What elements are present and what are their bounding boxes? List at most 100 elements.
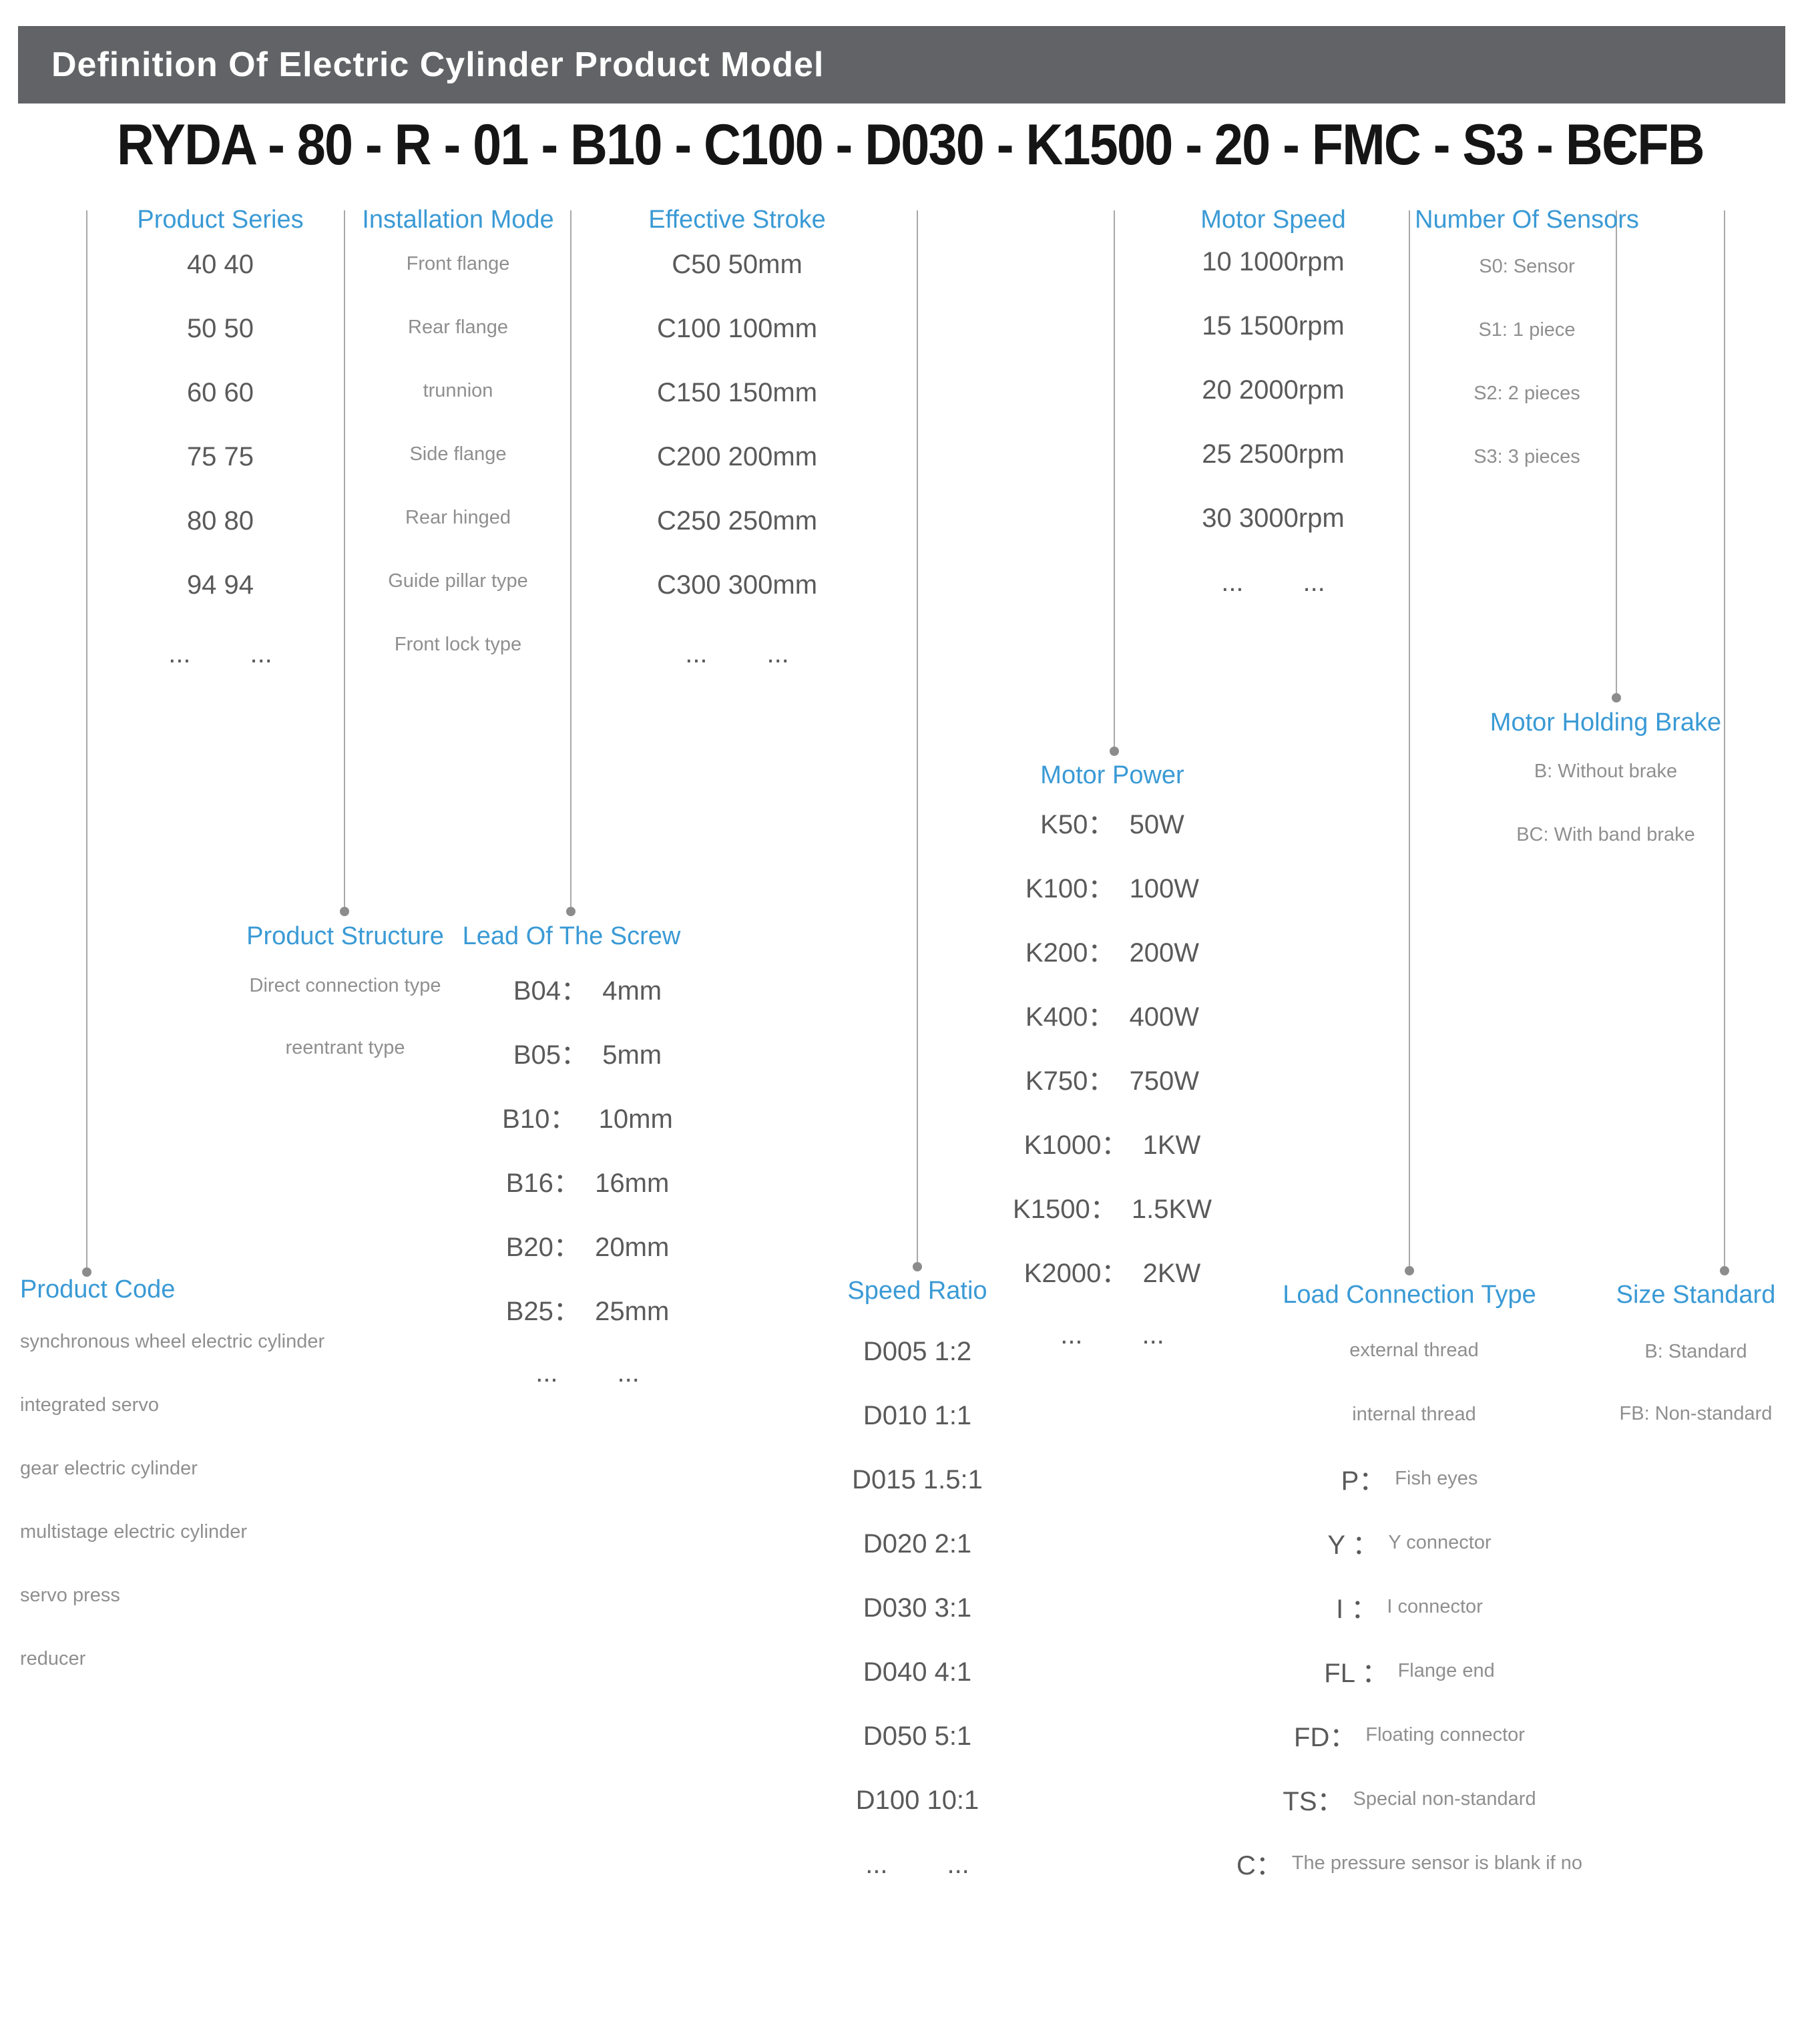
motor-holding-brake-list: B: Without brake BC: With band brake [1472,740,1739,867]
product-series-item: 60 60 [186,377,254,407]
effective-stroke-item: C150 150mm [656,377,818,407]
label-speed-ratio: Speed Ratio [847,1277,987,1305]
connector-dot-motor-power [1110,747,1119,756]
connector-dot-speed-ratio [913,1262,922,1271]
speed-ratio-item-ellipsis: ... ... [865,1849,969,1879]
load-connection-code: P： [1341,1466,1386,1496]
column-header-number-of-sensors: Number Of Sensors [1415,206,1639,234]
motor-power-list: K50： 50W K100： 100W K200： 200W K400： 400… [979,790,1246,1367]
model-code-text: RYDA - 80 - R - 01 - B10 - C100 - D030 -… [116,113,1705,177]
product-series-item: 75 75 [186,441,254,471]
label-product-structure: Product Structure [246,922,444,950]
load-connection-desc: internal thread [1352,1403,1476,1425]
number-of-sensors-item: S1: 1 piece [1478,319,1576,341]
motor-speed-item: 25 2500rpm [1202,439,1345,469]
model-code: RYDA - 80 - R - 01 - B10 - C100 - D030 -… [0,112,1820,178]
number-of-sensors-item: S2: 2 pieces [1473,383,1580,404]
lead-of-screw-item: B05： 5mm [513,1040,662,1070]
size-standard-list: B: Standard FB: Non-standard [1596,1321,1796,1445]
speed-ratio-item: D050 5:1 [863,1721,972,1751]
label-load-connection-type: Load Connection Type [1283,1281,1536,1309]
lead-of-screw-item: B20： 20mm [505,1233,670,1262]
motor-power-item: K400： 400W [1025,1002,1200,1032]
load-connection-code: FL ： [1324,1659,1389,1688]
speed-ratio-item: D015 1.5:1 [852,1464,983,1494]
installation-mode-list: Front flange Rear flange trunnion Side f… [341,232,575,676]
label-product-code: Product Code [20,1275,176,1303]
lead-of-screw-item: B10： 10mm [502,1104,673,1134]
lead-of-screw-item: B25： 25mm [505,1297,670,1326]
load-connection-desc: Special non-standard [1353,1788,1536,1810]
connector-line-speed-ratio [917,210,918,1262]
label-size-standard: Size Standard [1616,1281,1776,1309]
load-connection-desc: Y connector [1388,1531,1492,1553]
installation-mode-item: Side flange [409,443,507,465]
load-connection-item: C： The pressure sensor is blank if no [1236,1831,1582,1895]
speed-ratio-item: D010 1:1 [863,1400,972,1430]
column-header-product-series: Product Series [137,206,304,234]
speed-ratio-item: D005 1:2 [863,1336,972,1366]
product-code-item: gear electric cylinder [20,1458,198,1479]
load-connection-code: C： [1236,1851,1283,1880]
effective-stroke-item: C50 50mm [672,249,803,279]
load-connection-desc: The pressure sensor is blank if no [1291,1852,1583,1874]
motor-power-item: K2000： 2KW [1023,1259,1201,1288]
column-header-motor-speed: Motor Speed [1200,206,1346,234]
motor-power-item: K1000： 1KW [1023,1131,1201,1160]
speed-ratio-list: D005 1:2 D010 1:1 D015 1.5:1 D020 2:1 D0… [784,1319,1051,1896]
motor-power-item: K1500： 1.5KW [1013,1195,1212,1224]
motor-speed-item: 30 3000rpm [1202,503,1345,533]
product-structure-item: Direct connection type [249,975,441,996]
load-connection-desc: external thread [1349,1339,1479,1361]
number-of-sensors-item: S0: Sensor [1479,256,1575,277]
product-series-item-ellipsis: ... ... [168,638,272,668]
product-series-item: 80 80 [186,505,254,536]
connector-line-load-connection [1409,210,1410,1266]
load-connection-item: P： Fish eyes [1341,1446,1478,1510]
load-connection-item: external thread [1340,1318,1478,1382]
label-motor-holding-brake: Motor Holding Brake [1490,708,1722,737]
product-code-item: servo press [20,1585,120,1606]
motor-speed-list: 10 1000rpm 15 1500rpm 20 2000rpm 25 2500… [1140,230,1407,614]
connector-dot-load-connection [1405,1266,1414,1275]
installation-mode-item: Guide pillar type [388,570,528,592]
motor-power-item-ellipsis: ... ... [1060,1319,1164,1350]
product-series-list: 40 40 50 50 60 60 75 75 80 80 94 94 ... … [120,232,320,690]
load-connection-code: FD： [1294,1723,1357,1752]
installation-mode-item: Front lock type [394,634,522,655]
connector-dot-motor-holding-brake [1612,693,1621,702]
motor-power-item: K750： 750W [1025,1066,1200,1096]
size-standard-item: FB: Non-standard [1619,1403,1773,1424]
number-of-sensors-item: S3: 3 pieces [1473,446,1580,467]
motor-power-item: K50： 50W [1040,810,1184,839]
load-connection-desc: Flange end [1397,1659,1495,1681]
product-series-item: 40 40 [186,249,254,279]
connector-line-motor-holding-brake [1616,210,1617,693]
load-connection-item: TS： Special non-standard [1283,1767,1536,1831]
label-lead-of-the-screw: Lead Of The Screw [462,922,681,950]
load-connection-item: FL ： Flange end [1324,1639,1494,1703]
product-code-item: reducer [20,1648,86,1669]
motor-speed-item: 10 1000rpm [1202,246,1345,276]
load-connection-desc: Fish eyes [1395,1467,1478,1489]
effective-stroke-item-ellipsis: ... ... [685,638,789,668]
connector-line-product-code [86,210,87,1267]
connector-line-product-structure [344,210,345,907]
load-connection-code: Y ： [1327,1531,1379,1560]
product-code-item: multistage electric cylinder [20,1521,248,1543]
effective-stroke-item: C200 200mm [656,441,818,471]
product-structure-item: reentrant type [285,1037,405,1058]
installation-mode-item: Rear hinged [405,507,511,528]
connector-dot-lead-of-screw [566,907,576,916]
speed-ratio-item: D100 10:1 [855,1785,979,1815]
speed-ratio-item: D040 4:1 [863,1657,972,1687]
connector-line-size-standard [1724,210,1725,1266]
installation-mode-item: trunnion [423,380,493,401]
effective-stroke-item: C300 300mm [656,570,818,600]
connector-line-lead-of-screw [570,210,572,907]
connector-dot-size-standard [1720,1266,1729,1275]
connector-dot-product-structure [340,907,349,916]
label-motor-power: Motor Power [1040,761,1184,789]
lead-of-screw-item-ellipsis: ... ... [535,1358,640,1388]
speed-ratio-item: D030 3:1 [863,1593,972,1623]
